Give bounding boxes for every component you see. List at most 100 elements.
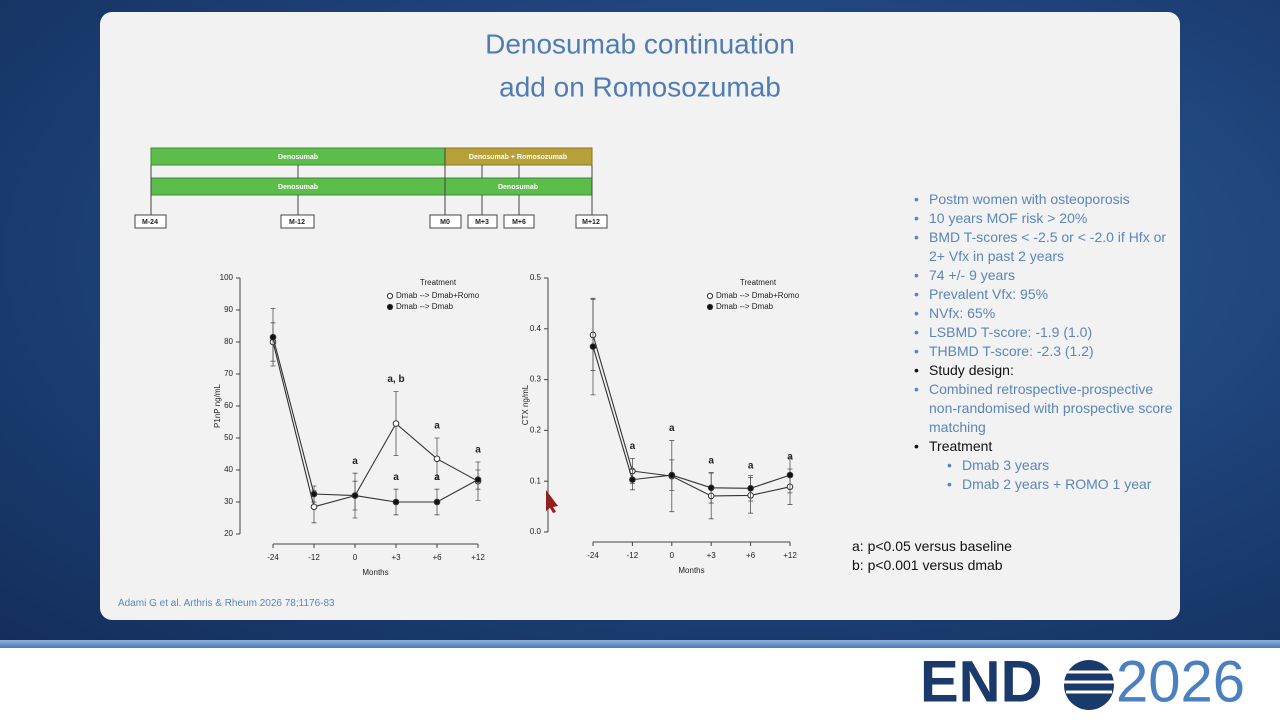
y-tick-label: 100	[220, 273, 234, 282]
data-point	[668, 471, 676, 479]
x-axis-label: Months	[362, 568, 388, 577]
sub-bullet: Dmab 2 years + ROMO 1 year	[947, 475, 1176, 494]
y-tick-label: 0.5	[530, 273, 542, 282]
x-tick-label: +6	[746, 551, 756, 560]
bullet: Treatment	[914, 437, 1176, 456]
x-tick-label: 0	[353, 553, 358, 562]
data-point	[786, 471, 794, 479]
title-line: add on Romosozumab	[499, 71, 781, 102]
data-point	[269, 333, 277, 341]
timeline-label: Denosumab	[278, 184, 318, 191]
y-tick-label: 0.1	[530, 476, 542, 485]
legend-marker	[386, 292, 394, 300]
sub-bullet: Dmab 3 years	[947, 456, 1176, 475]
significance-label: a	[630, 441, 636, 452]
x-tick-label: +6	[432, 553, 442, 562]
logo-text: 2026	[1116, 649, 1245, 714]
treatment-list: Dmab 3 years Dmab 2 years + ROMO 1 year	[914, 456, 1176, 494]
x-tick-label: +3	[391, 553, 401, 562]
significance-label: a	[708, 456, 714, 467]
series-line	[272, 341, 479, 508]
data-point	[629, 476, 636, 483]
legend-marker	[706, 292, 714, 300]
y-tick-label: 50	[224, 433, 233, 442]
legend-label: Dmab --> Dmab+Romo	[396, 291, 480, 300]
footnote: b: p<0.001 versus dmab	[852, 557, 1003, 573]
chart: 20 30 40 50 60 70 80 90 100 -24 -12 0 +3 +6 +12 Months P…	[213, 273, 485, 577]
bullet: NVfx: 65%	[914, 304, 1176, 323]
data-point	[351, 492, 359, 499]
milestone-boxes	[134, 214, 608, 229]
data-point	[310, 490, 318, 498]
y-tick-label: 0.3	[530, 375, 542, 384]
bullet: THBMD T-score: -2.3 (1.2)	[914, 342, 1176, 361]
legend-label: Dmab --> Dmab+Romo	[716, 291, 800, 300]
y-tick-label: 0.4	[530, 324, 542, 333]
title-line: Denosumab continuation	[485, 28, 795, 59]
bullet: BMD T-scores < -2.5 or < -2.0 if Hfx or …	[914, 228, 1176, 266]
series-line	[592, 334, 791, 497]
significance-label: a	[434, 421, 440, 432]
x-tick-label: -12	[308, 553, 320, 562]
logo: END 2026	[920, 649, 1245, 714]
data-point	[433, 455, 441, 463]
milestone-label: M+12	[582, 219, 600, 226]
timeline-label: Denosumab + Romosozumab	[469, 154, 567, 161]
timeline: Denosumab Denosumab + Romosozumab Denosu…	[134, 147, 608, 229]
y-tick-label: 0.0	[530, 527, 542, 536]
x-tick-label: -24	[587, 551, 599, 560]
bullet: 74 +/- 9 years	[914, 266, 1176, 285]
y-tick-label: 20	[224, 529, 233, 538]
y-tick-label: 60	[224, 401, 233, 410]
y-tick-label: 30	[224, 497, 233, 506]
logo-text: END	[920, 649, 1042, 714]
data-point	[310, 503, 318, 511]
legend-title: Treatment	[420, 278, 457, 287]
design-list: Study design: Combined retrospective-pro…	[914, 361, 1176, 456]
timeline-connectors	[150, 148, 593, 215]
logo-globe	[1064, 660, 1114, 710]
series-line	[592, 346, 791, 489]
x-tick-label: +12	[783, 551, 797, 560]
x-tick-label: -12	[627, 551, 639, 560]
milestone-label: M+6	[512, 219, 526, 226]
y-tick-label: 80	[224, 337, 233, 346]
x-axis-label: Months	[678, 566, 704, 575]
milestone-label: M0	[440, 219, 450, 226]
bullet: LSBMD T-score: -1.9 (1.0)	[914, 323, 1176, 342]
logo-globe-lines	[1064, 670, 1114, 694]
timeline-label: Denosumab	[498, 184, 538, 191]
bullet: Study design:	[914, 361, 1176, 380]
cursor	[546, 490, 558, 513]
legend-label: Dmab --> Dmab	[716, 302, 774, 311]
citation: Adami G et al. Arthris & Rheum 2026 78;1…	[118, 598, 335, 609]
bullet: Postm women with osteoporosis	[914, 190, 1176, 209]
y-tick-label: 70	[224, 369, 233, 378]
x-tick-label: 0	[670, 551, 675, 560]
bullet: 10 years MOF risk > 20%	[914, 209, 1176, 228]
y-tick-label: 90	[224, 305, 233, 314]
legend-marker	[386, 303, 394, 311]
data-point	[392, 420, 400, 427]
divider-band	[0, 640, 1280, 648]
significance-label: a, b	[387, 374, 404, 385]
significance-label: a	[475, 445, 481, 456]
y-tick-label: 40	[224, 465, 233, 474]
data-point	[433, 498, 441, 506]
y-tick-label: 0.2	[530, 426, 542, 435]
bullet: Combined retrospective-prospective non-r…	[914, 380, 1176, 437]
x-tick-label: -24	[267, 553, 279, 562]
y-axis-label: P1nP ng/mL	[213, 384, 222, 428]
data-point	[589, 343, 597, 350]
bullet-list: Postm women with osteoporosis10 years MO…	[914, 190, 1176, 494]
significance-label: a	[434, 472, 440, 483]
legend-title: Treatment	[740, 278, 777, 287]
data-point	[474, 476, 482, 483]
milestone-label: M+3	[475, 219, 489, 226]
timeline-label: Denosumab	[278, 154, 318, 161]
legend-marker	[706, 303, 714, 311]
y-axis-label: CTX ng/mL	[521, 384, 530, 425]
milestone-label: M-12	[289, 219, 305, 226]
